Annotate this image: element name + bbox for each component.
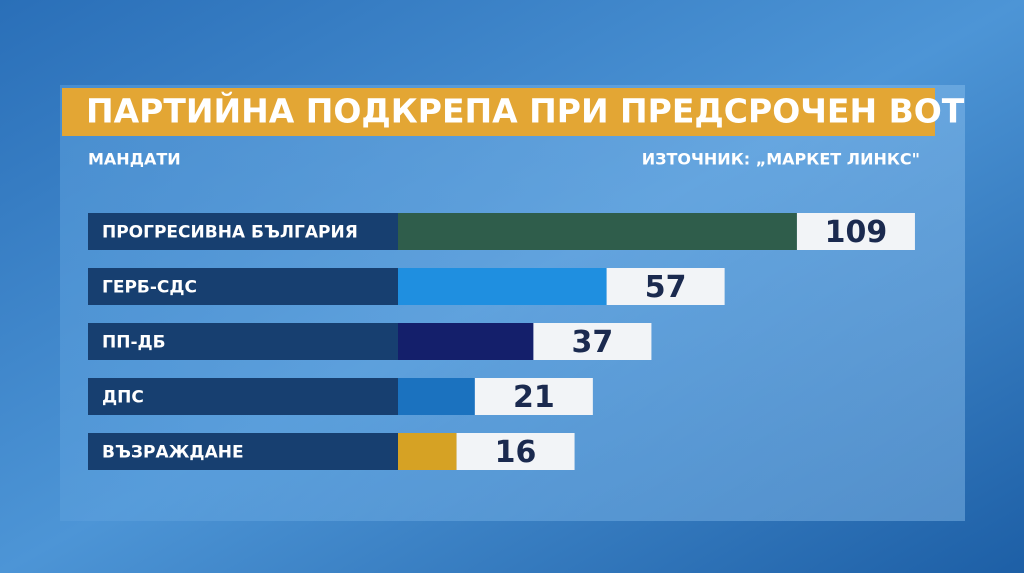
value-box <box>456 433 575 470</box>
bar <box>398 323 534 360</box>
category-label: ВЪЗРАЖДАНЕ <box>102 443 244 463</box>
source: ИЗТОЧНИК: „МАРКЕТ ЛИНКС" <box>642 150 920 169</box>
value-box <box>533 323 652 360</box>
bar <box>398 213 797 250</box>
category-label: ГЕРБ-СДС <box>102 278 197 298</box>
value-label: 109 <box>825 215 888 250</box>
label-panel <box>88 378 398 415</box>
value-label: 21 <box>513 380 555 415</box>
value-label: 57 <box>645 270 687 305</box>
chart-title: ПАРТИЙНА ПОДКРЕПА ПРИ ПРЕДСРОЧЕН ВОТ <box>86 91 965 131</box>
bar <box>398 268 607 305</box>
subtitle: МАНДАТИ <box>88 150 181 169</box>
label-panel <box>88 433 398 470</box>
bar <box>398 433 457 470</box>
title-bar <box>62 88 935 136</box>
value-box <box>474 378 593 415</box>
bar <box>398 378 475 415</box>
value-box <box>606 268 725 305</box>
value-label: 37 <box>572 325 614 360</box>
category-label: ПРОГРЕСИВНА БЪЛГАРИЯ <box>102 223 358 243</box>
value-box <box>796 213 915 250</box>
value-label: 16 <box>495 435 537 470</box>
label-panel <box>88 268 398 305</box>
label-panel <box>88 213 398 250</box>
category-label: ПП-ДБ <box>102 333 166 353</box>
category-label: ДПС <box>102 388 144 408</box>
label-panel <box>88 323 398 360</box>
